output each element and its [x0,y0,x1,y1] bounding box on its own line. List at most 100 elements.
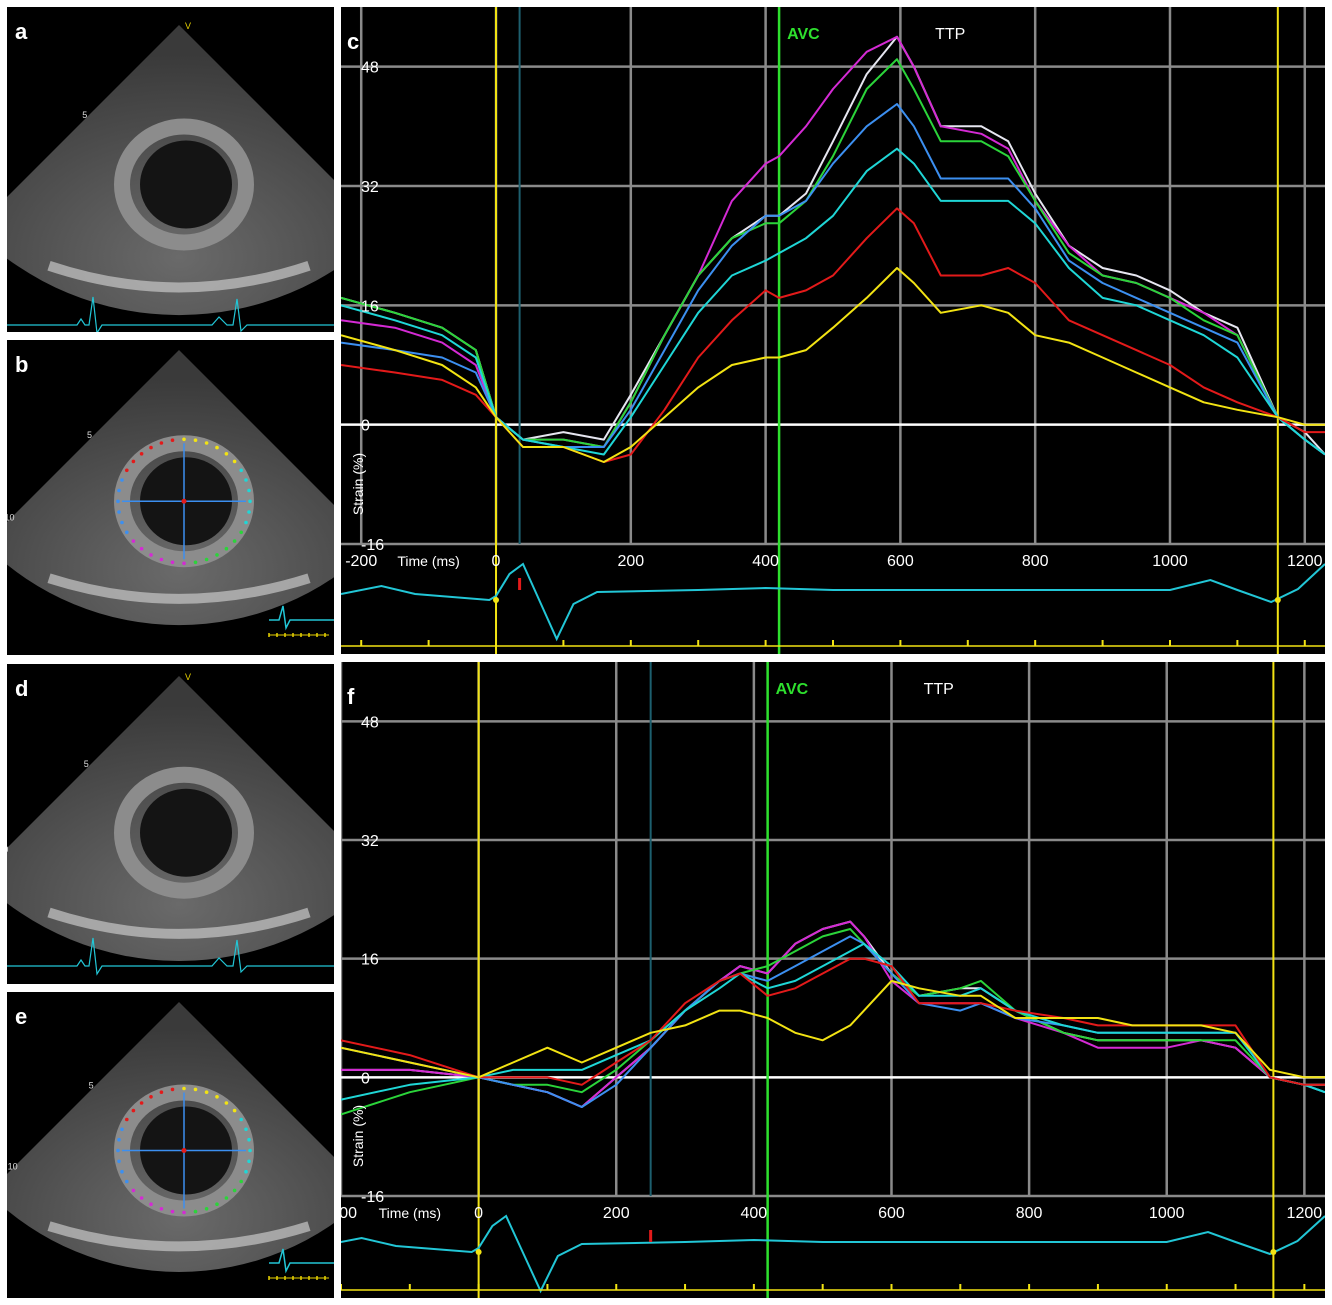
tracking-point [170,1087,175,1092]
tracking-point [239,1117,243,1122]
tracking-point [125,1179,129,1184]
tracking-point [117,1159,121,1164]
mini-ecg [269,605,334,631]
ecg-marker [475,1249,482,1255]
tracking-point [239,530,243,535]
x-tick-label: 600 [878,1205,905,1222]
ecg-marker [1274,597,1281,603]
depth-mark: 10 [8,1161,18,1171]
tracking-point [248,1148,252,1153]
depth-mark: V [185,21,191,31]
tracking-point [149,553,153,557]
pericardium-echo [47,1221,311,1252]
pericardium-echo [47,260,311,293]
tracking-point [131,1188,136,1193]
tracking-point [131,539,136,543]
pericardium-echo [47,573,311,604]
tracking-point [193,1209,198,1214]
tracking-point [116,1148,120,1153]
panel-label: b [15,352,28,377]
y-tick-label: -16 [361,537,384,554]
y-tick-label: 32 [361,179,379,196]
mini-ecg [269,1248,334,1274]
echo-image-a: aV51015 [7,19,334,332]
tracking-point [193,1087,198,1092]
x-tick-label: 1200 [1287,1205,1323,1222]
y-axis-title: Strain (%) [350,1105,366,1167]
strain-curve-blue [341,935,1325,1108]
x-tick-label: 400 [741,1205,768,1222]
strain-curve-green [341,58,1325,456]
strain-chart-panel-f: AVC TTP -16 0 16 32 48 -200 0 200 400 600 800 1000 120… [341,662,1325,1298]
tracking-point [125,530,129,535]
panel-label: f [347,684,355,709]
pericardium-echo [47,907,311,939]
y-axis-title: Strain (%) [350,453,366,515]
panel-label: e [15,1004,27,1029]
panel-label: d [15,676,28,701]
y-tick-label: 0 [361,1070,370,1087]
echo-panel-e: e51015 [7,992,334,1298]
x-axis-title: Time (ms) [379,1205,441,1221]
tracking-point [139,1196,144,1200]
tracking-point [224,1196,229,1200]
tracking-point [125,1117,129,1122]
x-tick-label: -200 [345,553,377,570]
tracking-point [244,478,248,482]
strain-curve-yellow [341,979,1325,1079]
tracking-point [204,1090,209,1094]
depth-mark: 10 [7,513,15,523]
tracking-point [224,1101,229,1105]
tracking-point [139,546,144,551]
y-tick-label: 32 [361,833,379,850]
tracking-point [159,1090,164,1094]
tracking-point [149,445,153,450]
ttp-label: TTP [935,26,965,43]
tracking-point [244,520,248,525]
tracking-point [131,459,136,464]
echo-image-e: e51015 [7,1002,334,1280]
ttp-label: TTP [924,681,954,698]
x-tick-label: 800 [1022,553,1049,570]
tracking-point [248,499,252,504]
tracking-point [215,1095,219,1099]
strain-curve-red [341,957,1325,1086]
strain-chart-panel-c: AVC TTP -16 0 16 32 48 -200 0 200 400 600 800 1000 120… [341,7,1325,654]
ecg-trace [7,296,334,332]
x-tick-label: 800 [1016,1205,1043,1222]
echo-panel-b: b51015 [7,340,334,655]
depth-mark: 5 [89,1080,94,1090]
x-tick-label: 0 [492,553,501,570]
strain-chart-f: AVC TTP -16 0 16 32 48 -200 0 200 400 600 800 1000 120… [341,662,1325,1298]
tracking-point [170,438,175,442]
center-point [181,1148,187,1153]
ecg-trace [341,562,1325,642]
tracking-point [247,510,251,514]
depth-mark: 10 [7,845,8,855]
ecg-marker [1270,1249,1277,1255]
tracking-point [232,1188,237,1193]
tracking-point [170,560,175,565]
depth-mark: 5 [87,430,92,440]
ecg-marker [493,597,500,603]
x-tick-label: -200 [341,1205,357,1222]
myocardium-ring [114,766,254,899]
tracking-point [247,1137,251,1142]
tracking-point [204,557,209,562]
ecg-trace [7,937,334,976]
tracking-point [120,1169,124,1174]
strain-curve-cyan [341,942,1325,1101]
x-tick-label: 200 [617,553,644,570]
tracking-point [149,1202,153,1206]
tracking-point [159,441,164,445]
x-tick-label: 1000 [1152,553,1188,570]
strain-curve-yellow [341,267,1325,463]
strain-curve-white [341,35,1325,456]
tracking-point [224,452,229,456]
tracking-point [204,1207,209,1211]
tracking-point [117,488,121,493]
depth-mark: 5 [82,110,87,120]
tracking-point [116,499,120,504]
tracking-point [131,1108,136,1113]
tracking-point [215,553,219,557]
